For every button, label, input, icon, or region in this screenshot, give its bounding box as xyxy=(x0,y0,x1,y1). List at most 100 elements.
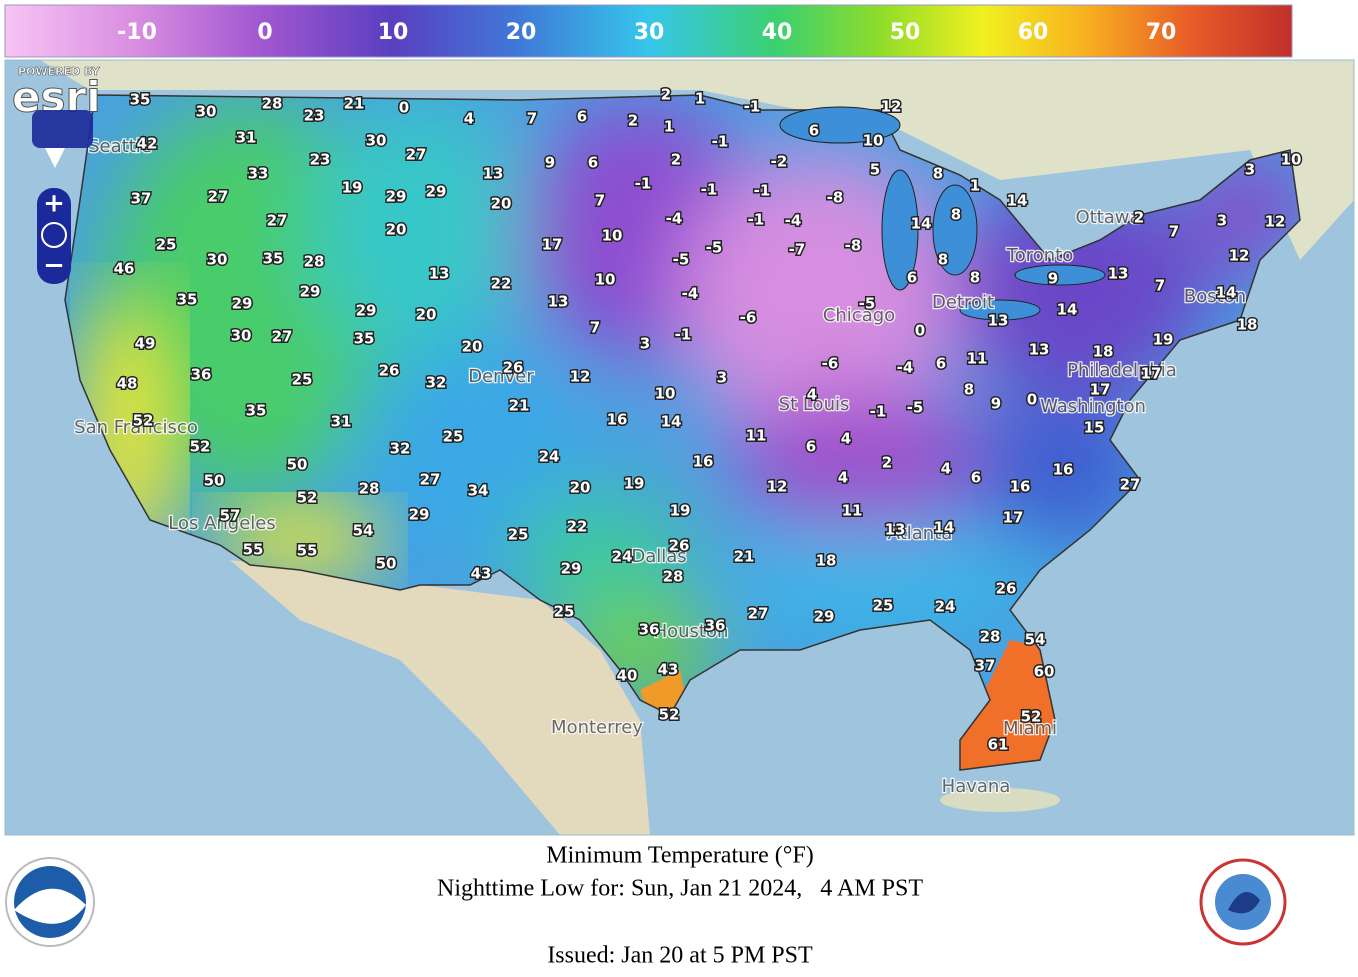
temperature-label: 32 xyxy=(426,374,447,392)
temperature-label: 6 xyxy=(809,122,819,140)
city-label: Dallas xyxy=(631,546,686,567)
pan-down[interactable] xyxy=(45,148,65,168)
scale-tick-label: 40 xyxy=(762,20,793,45)
temperature-label: 20 xyxy=(386,221,407,239)
zoom-out[interactable]: − xyxy=(43,251,65,281)
nav-controls[interactable]: + − xyxy=(32,110,93,284)
temperature-label: -1 xyxy=(744,98,761,116)
temperature-label: 20 xyxy=(491,195,512,213)
temperature-label: 24 xyxy=(612,548,633,566)
temperature-label: 26 xyxy=(503,359,524,377)
temperature-label: 19 xyxy=(624,475,645,493)
temperature-label: 8 xyxy=(938,251,948,269)
temperature-label: 17 xyxy=(542,236,563,254)
temperature-label: 4 xyxy=(841,430,851,448)
caption-issued: Issued: Jan 20 at 5 PM PST xyxy=(547,943,813,969)
city-label: Washington xyxy=(1040,396,1146,417)
temperature-label: 43 xyxy=(471,565,492,583)
temperature-label: 10 xyxy=(655,385,676,403)
temperature-label: 25 xyxy=(508,526,529,544)
temperature-label: 14 xyxy=(1007,192,1028,210)
temperature-label: 0 xyxy=(399,99,409,117)
temperature-label: -1 xyxy=(675,326,692,344)
temperature-label: 57 xyxy=(220,507,241,525)
temperature-label: -4 xyxy=(897,359,914,377)
temperature-label: 14 xyxy=(934,519,955,537)
temperature-label: 55 xyxy=(297,542,318,560)
temperature-label: 21 xyxy=(509,397,530,415)
city-label: Boston xyxy=(1184,286,1246,307)
temperature-label: 29 xyxy=(561,560,582,578)
city-label: Detroit xyxy=(932,292,994,313)
temperature-label: 23 xyxy=(304,107,325,125)
temperature-label: 4 xyxy=(838,469,848,487)
temperature-label: -1 xyxy=(701,181,718,199)
city-label: Seattle xyxy=(88,136,152,157)
zoom-in[interactable]: + xyxy=(43,189,65,219)
temperature-label: 36 xyxy=(191,366,212,384)
temperature-label: 50 xyxy=(204,472,225,490)
temperature-label: 36 xyxy=(705,617,726,635)
temperature-label: 10 xyxy=(595,271,616,289)
temperature-label: 1 xyxy=(970,177,980,195)
temperature-label: 25 xyxy=(156,236,177,254)
temperature-label: 31 xyxy=(236,129,257,147)
temperature-label: 30 xyxy=(366,132,387,150)
scale-tick-label: 20 xyxy=(506,20,537,45)
temperature-label: 9 xyxy=(1048,270,1058,288)
temperature-label: 4 xyxy=(807,386,817,404)
temperature-label: 36 xyxy=(639,621,660,639)
city-label: Havana xyxy=(942,776,1011,797)
temperature-label: -5 xyxy=(859,295,876,313)
temperature-label: 11 xyxy=(967,350,988,368)
city-label: Houston xyxy=(654,621,729,642)
temperature-label: 7 xyxy=(527,110,537,128)
temperature-label: 3 xyxy=(717,369,727,387)
temperature-label: 13 xyxy=(548,293,569,311)
temperature-label: 6 xyxy=(971,469,981,487)
temperature-label: -1 xyxy=(870,403,887,421)
scale-tick-label: 50 xyxy=(890,20,921,45)
pan-control[interactable] xyxy=(32,110,93,148)
temperature-label: 20 xyxy=(416,306,437,324)
temperature-label: 12 xyxy=(1229,247,1250,265)
temperature-label: 17 xyxy=(1090,381,1111,399)
zoom-bar xyxy=(37,188,71,284)
temperature-label: 6 xyxy=(577,108,587,126)
city-label: Monterrey xyxy=(551,717,643,738)
temperature-label: 33 xyxy=(248,165,269,183)
temperature-label: 29 xyxy=(300,283,321,301)
caption-valid: Nighttime Low for: Sun, Jan 21 2024, 4 A… xyxy=(437,876,923,902)
temperature-label: 16 xyxy=(607,411,628,429)
temperature-label: -1 xyxy=(635,175,652,193)
temperature-label: 27 xyxy=(208,188,229,206)
temperature-label: 29 xyxy=(409,506,430,524)
temperature-label: 37 xyxy=(131,190,152,208)
temperature-label: 1 xyxy=(664,118,674,136)
temperature-label: 30 xyxy=(207,251,228,269)
noaa-logo xyxy=(5,857,95,947)
temperature-label: 29 xyxy=(356,302,377,320)
city-label: Denver xyxy=(468,366,534,387)
temperature-label: 26 xyxy=(996,580,1017,598)
temperature-label: 8 xyxy=(964,381,974,399)
temperature-label: 12 xyxy=(1265,213,1286,231)
temperature-label: 27 xyxy=(748,605,769,623)
temperature-label: 30 xyxy=(196,103,217,121)
city-label: Miami xyxy=(1003,718,1057,739)
map-frame xyxy=(4,59,1355,836)
temperature-label: 0 xyxy=(915,322,925,340)
globe-button[interactable] xyxy=(41,222,67,248)
temperature-label: 35 xyxy=(246,402,267,420)
city-label: St Louis xyxy=(779,394,850,415)
temperature-label: 9 xyxy=(545,154,555,172)
scale-tick-label: 70 xyxy=(1146,20,1177,45)
temperature-label: 21 xyxy=(344,95,365,113)
scale-tick-label: 30 xyxy=(634,20,665,45)
temperature-label: 4 xyxy=(464,110,474,128)
temperature-label: 30 xyxy=(231,327,252,345)
temperature-label: 34 xyxy=(468,482,489,500)
temperature-label: 16 xyxy=(693,453,714,471)
temperature-label: -4 xyxy=(785,212,802,230)
temperature-label: 52 xyxy=(297,489,318,507)
